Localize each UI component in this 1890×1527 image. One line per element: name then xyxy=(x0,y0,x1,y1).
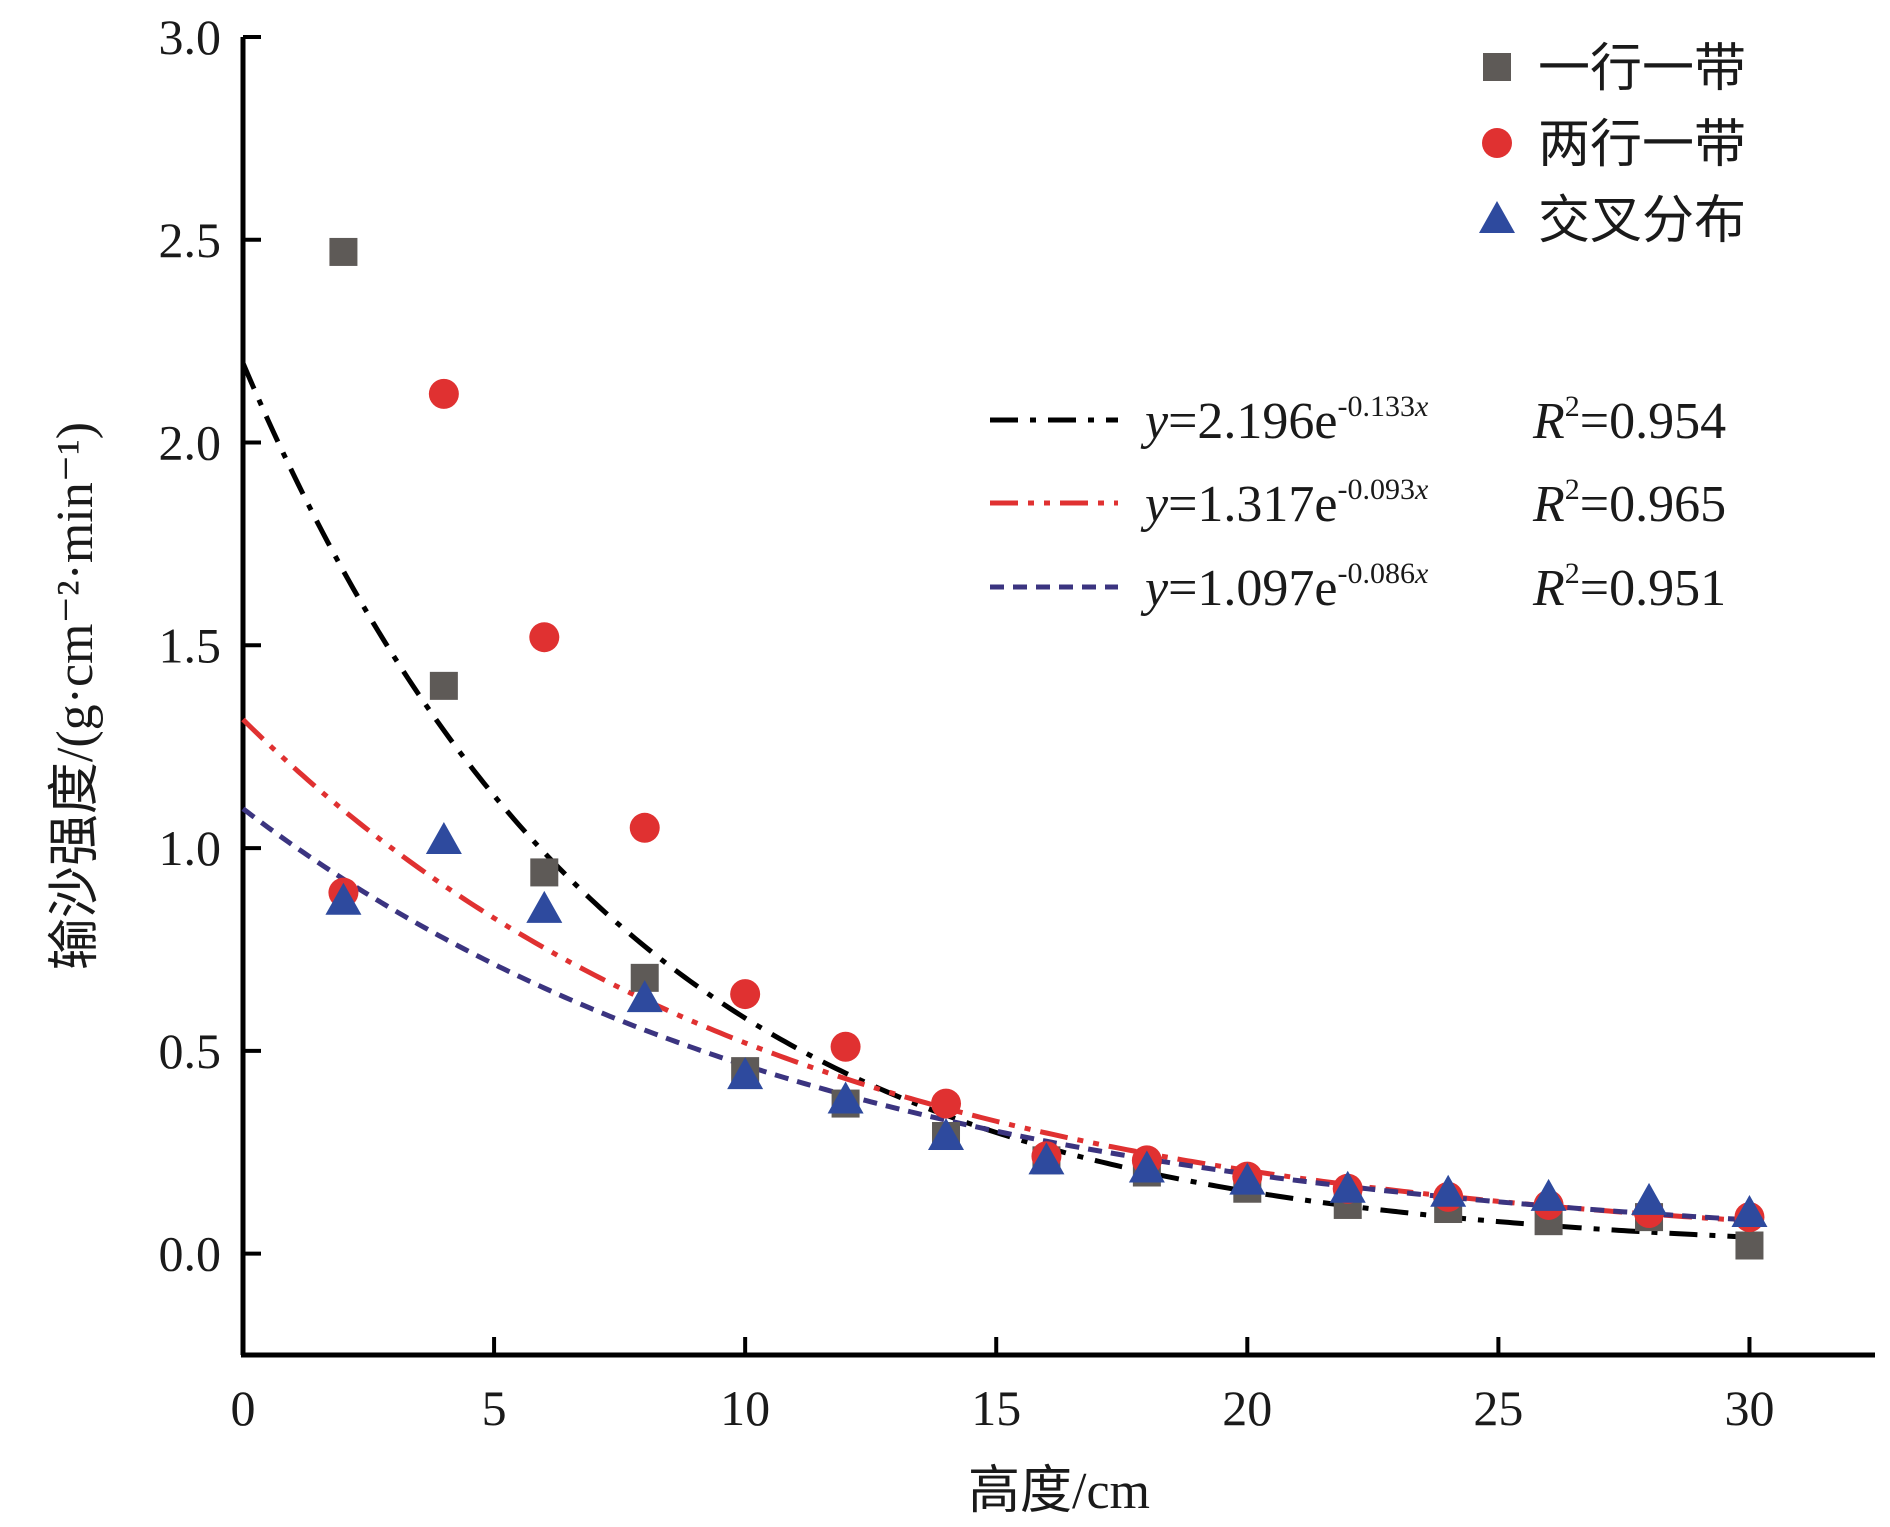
legend-marker-circle xyxy=(1482,128,1512,158)
fit-r2: R2=0.965 xyxy=(1532,473,1726,533)
x-axis-title: 高度/cm xyxy=(968,1463,1150,1520)
y-axis-title: 输沙强度/(g·cm⁻²·min⁻¹) xyxy=(47,422,104,970)
data-point-triangle xyxy=(325,882,362,915)
x-tick-label: 25 xyxy=(1473,1380,1523,1436)
r2-value: =0.965 xyxy=(1580,476,1726,533)
legend-label: 两行一带 xyxy=(1538,117,1746,174)
y-tick-label: 0.5 xyxy=(159,1023,222,1079)
axes: 0 5 10 15 20 25 30 0.0 0.5 1.0 1.5 2.0 2.5 3.0 高度/cm 输沙… xyxy=(47,9,1875,1520)
eq-exponent-x: x xyxy=(1414,473,1429,506)
x-tick-label: 20 xyxy=(1222,1380,1272,1436)
data-point-circle xyxy=(428,378,459,409)
r2-value: =0.954 xyxy=(1580,393,1726,450)
data-point-triangle xyxy=(727,1057,764,1090)
eq-exponent: -0.086 xyxy=(1338,557,1416,590)
data-point-circle xyxy=(529,622,560,653)
x-tick-label: 10 xyxy=(720,1380,770,1436)
y-tick-label: 0.0 xyxy=(159,1226,222,1282)
data-point-triangle xyxy=(1329,1170,1366,1203)
fit-lines xyxy=(240,362,1750,1240)
eq-y: y xyxy=(1140,560,1169,617)
data-point-square xyxy=(429,671,458,700)
x-tick-label: 30 xyxy=(1724,1380,1774,1436)
data-point-triangle xyxy=(1731,1195,1768,1228)
eq-exponent-x: x xyxy=(1414,390,1429,423)
data-point-square xyxy=(1735,1231,1764,1260)
data-point-triangle xyxy=(526,890,563,923)
x-tick-label: 0 xyxy=(231,1380,256,1436)
eq-exponent: -0.093 xyxy=(1338,473,1416,506)
eq-exponent: -0.133 xyxy=(1338,390,1416,423)
fit-equation: y=1.097e-0.086x xyxy=(1140,557,1429,617)
y-tick-label: 1.5 xyxy=(159,617,222,673)
r2-label: R xyxy=(1532,560,1565,617)
r2-exponent: 2 xyxy=(1565,473,1580,506)
data-point-triangle xyxy=(425,821,462,854)
eq-y: y xyxy=(1140,393,1169,450)
eq-exponent-x: x xyxy=(1414,557,1429,590)
eq-body: =1.317e xyxy=(1168,476,1337,533)
fit-line-2 xyxy=(241,717,1750,1224)
eq-body: =2.196e xyxy=(1168,393,1337,450)
legend-marker-triangle xyxy=(1479,201,1515,233)
data-point-square xyxy=(329,237,358,266)
r2-value: =0.951 xyxy=(1580,560,1726,617)
data-point-circle xyxy=(730,979,761,1010)
r2-exponent: 2 xyxy=(1565,557,1580,590)
y-tick-label: 1.0 xyxy=(159,820,222,876)
fit-equation: y=2.196e-0.133x xyxy=(1140,390,1429,450)
data-point-circle xyxy=(931,1088,962,1119)
y-tick-label: 2.0 xyxy=(159,415,222,471)
data-markers xyxy=(325,237,1768,1260)
eq-body: =1.097e xyxy=(1168,560,1337,617)
data-point-triangle xyxy=(1530,1178,1567,1211)
data-point-circle xyxy=(830,1031,861,1062)
r2-label: R xyxy=(1532,393,1565,450)
data-point-triangle xyxy=(928,1118,965,1151)
data-point-triangle xyxy=(1631,1182,1668,1215)
y-tick-label: 3.0 xyxy=(159,9,222,65)
data-point-triangle xyxy=(1430,1174,1467,1207)
data-point-triangle xyxy=(1128,1150,1165,1183)
legend-marker-square xyxy=(1483,53,1511,81)
fit-r2: R2=0.951 xyxy=(1532,557,1726,617)
r2-exponent: 2 xyxy=(1565,390,1580,423)
fit-r2: R2=0.954 xyxy=(1532,390,1726,450)
legend-label: 一行一带 xyxy=(1538,41,1746,98)
eq-y: y xyxy=(1140,476,1169,533)
data-point-square xyxy=(530,858,559,887)
data-point-triangle xyxy=(626,980,663,1013)
y-tick-label: 2.5 xyxy=(159,212,222,268)
fit-line-1 xyxy=(240,362,1750,1240)
data-point-circle xyxy=(629,812,660,843)
x-tick-label: 5 xyxy=(482,1380,507,1436)
fit-equation: y=1.317e-0.093x xyxy=(1140,473,1429,533)
r2-label: R xyxy=(1532,476,1565,533)
data-point-triangle xyxy=(827,1081,864,1114)
data-point-triangle xyxy=(1028,1142,1065,1175)
x-tick-label: 15 xyxy=(971,1380,1021,1436)
data-point-triangle xyxy=(1229,1162,1266,1195)
legend-label: 交叉分布 xyxy=(1538,193,1746,250)
fit-line-3 xyxy=(241,806,1750,1223)
